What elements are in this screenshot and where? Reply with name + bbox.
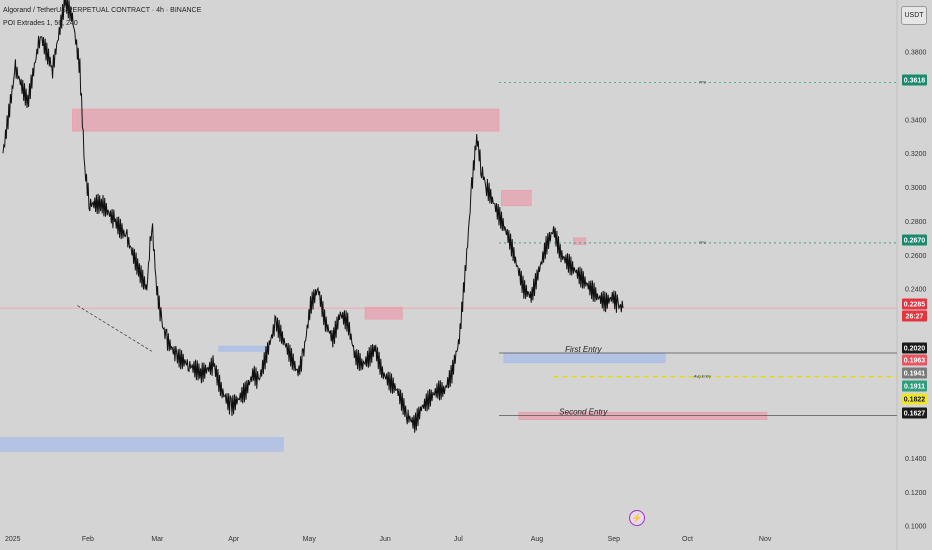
y-tick-label-8: 0.1200: [905, 490, 927, 497]
price-badge-8: [902, 393, 927, 405]
price-badge-label-7: 0.1911: [904, 384, 925, 391]
y-tick-label-0: 0.3800: [905, 50, 927, 57]
price-badge-label-4: 0.2020: [904, 346, 926, 353]
price-badge-2: [902, 298, 927, 310]
x-tick-label-8: Sep: [608, 536, 621, 543]
y-tick-label-5: 0.2600: [905, 253, 927, 260]
price-badge-5: [902, 354, 927, 366]
y-tick-label-4: 0.2800: [905, 219, 927, 226]
price-badge-7: [902, 380, 927, 392]
level-label-1: TP1: [699, 240, 706, 245]
x-tick-label-5: Jun: [379, 536, 390, 543]
indicator-label[interactable]: POI Extrades 1, 56, 240: [3, 20, 78, 27]
price-badge-label-3: 26:27: [906, 314, 924, 321]
y-tick-label-9: 0.1000: [905, 524, 927, 531]
x-tick-label-4: May: [303, 536, 317, 543]
y-tick-label-6: 0.2400: [905, 287, 927, 294]
price-badge-4: [902, 342, 927, 354]
zone-box-0: [72, 108, 500, 132]
zone-box-1: [364, 306, 403, 320]
y-tick-label-3: 0.3000: [905, 185, 927, 192]
price-badge-label-0: 0.3618: [904, 78, 926, 85]
zone-box-4: [0, 437, 284, 452]
y-tick-label-2: 0.3200: [905, 151, 927, 158]
x-tick-label-1: Feb: [82, 536, 94, 543]
x-tick-label-3: Apr: [228, 536, 240, 543]
zone-box-2: [501, 190, 532, 207]
zone-box-5: [218, 345, 269, 352]
price-badge-label-2: 0.2285: [904, 302, 926, 309]
y-tick-label-1: 0.3400: [905, 117, 927, 124]
level-label-0: TP2: [699, 79, 707, 84]
price-badge-label-8: 0.1822: [904, 397, 926, 404]
level-label-2: First Entry: [565, 345, 602, 354]
price-badge-9: [902, 407, 927, 419]
level-label-4: Second Entry: [559, 408, 608, 417]
price-badge-1: [902, 234, 927, 246]
price-badge-label-6: 0.1941: [904, 371, 926, 378]
zone-box-3: [573, 237, 587, 246]
lightning-icon[interactable]: ⚡: [629, 510, 645, 526]
x-tick-label-10: Nov: [759, 536, 772, 543]
price-badge-3: [902, 310, 927, 322]
price-badge-6: [902, 367, 927, 379]
zone-box-6: [503, 352, 666, 364]
x-tick-label-6: Jul: [454, 536, 463, 543]
x-tick-label-7: Aug: [531, 536, 544, 543]
x-tick-label-9: Oct: [682, 536, 693, 543]
y-tick-label-7: 0.1400: [905, 456, 927, 463]
currency-unit-button[interactable]: USDT: [901, 6, 927, 25]
price-badge-0: [902, 74, 927, 86]
trend-line: [77, 305, 152, 352]
price-badge-label-9: 0.1627: [904, 411, 926, 418]
level-label-3: Avg Entry: [693, 374, 712, 379]
x-tick-label-2: Mar: [151, 536, 164, 543]
price-badge-label-5: 0.1963: [904, 358, 926, 365]
price-series-line-0: [2, 0, 624, 433]
price-badge-label-1: 0.2670: [904, 238, 926, 245]
chart-title: Algorand / TetherUS PERPETUAL CONTRACT ·…: [3, 7, 202, 14]
x-tick-label-0: 2025: [5, 536, 21, 543]
